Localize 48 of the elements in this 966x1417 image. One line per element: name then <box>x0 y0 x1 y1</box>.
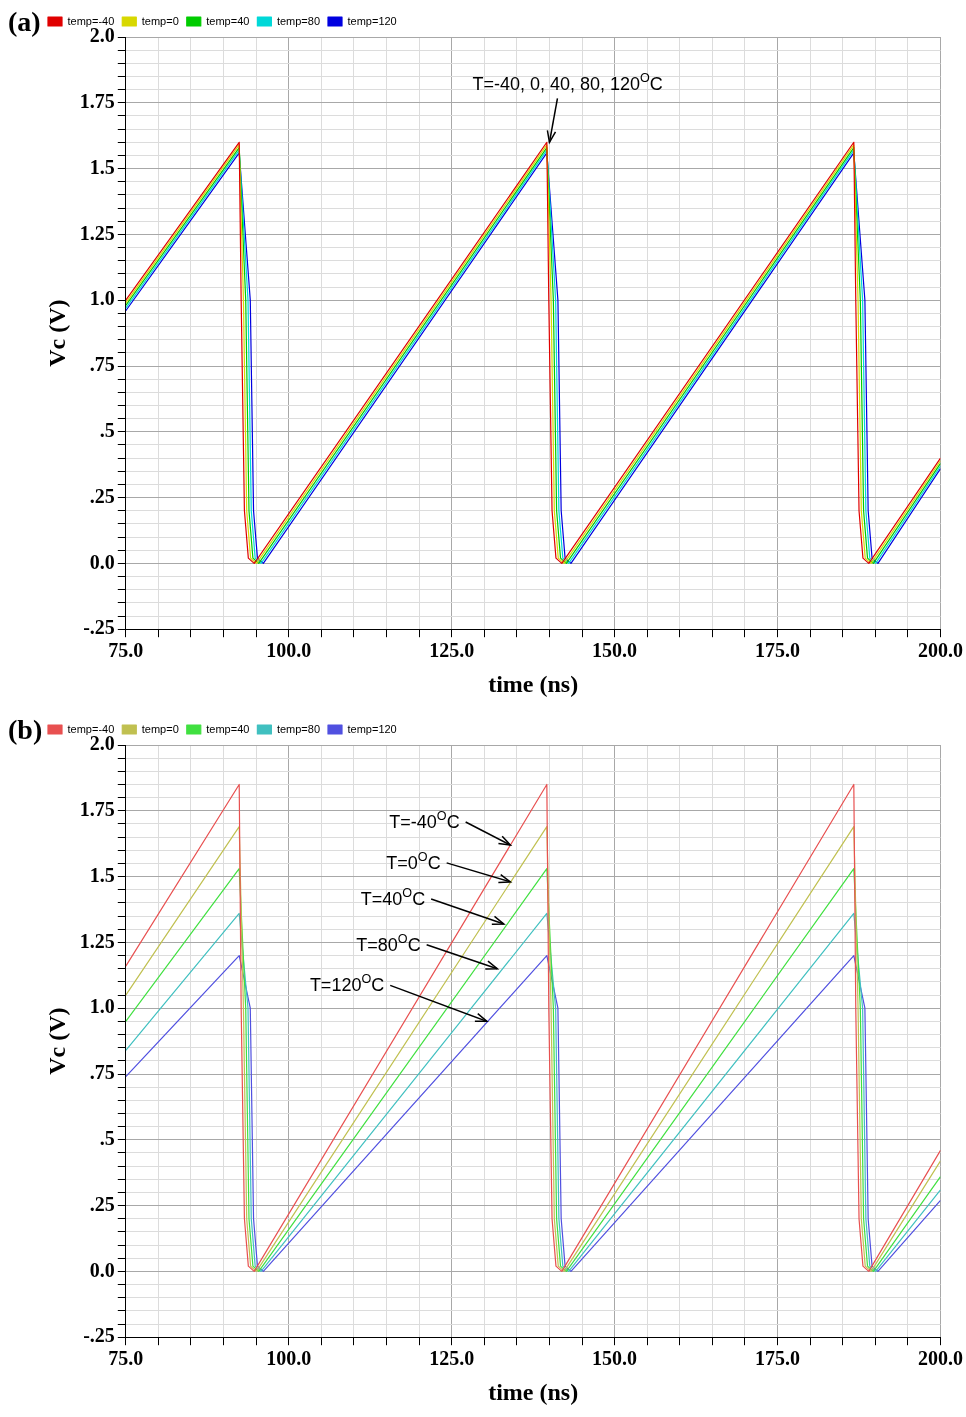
y-tick-label: .25 <box>89 484 115 507</box>
x-tick-label: 200.0 <box>918 639 963 662</box>
y-tick-label: 2.0 <box>89 732 115 755</box>
chart-title: (b) <box>8 714 43 746</box>
y-tick-label: 1.25 <box>79 221 115 244</box>
y-tick-label: .5 <box>99 418 115 441</box>
x-tick-label: 200.0 <box>918 1347 963 1370</box>
x-tick-label: 75.0 <box>108 639 144 662</box>
y-tick-label: .5 <box>99 1126 115 1149</box>
x-tick-label: 75.0 <box>108 1347 144 1370</box>
legend-label: temp=40 <box>206 722 250 735</box>
x-tick-label: 100.0 <box>266 639 312 662</box>
x-tick-label: 175.0 <box>755 639 801 662</box>
x-tick-label: 175.0 <box>755 1347 801 1370</box>
y-tick-label: 0.0 <box>89 1258 115 1281</box>
y-tick-label: 2.0 <box>89 24 115 47</box>
legend-label: temp=80 <box>276 14 321 27</box>
y-tick-label: 1.5 <box>89 863 115 886</box>
legend-label: temp=0 <box>141 722 179 735</box>
y-tick-label: 1.75 <box>79 797 115 820</box>
x-tick-label: 125.0 <box>429 639 475 662</box>
y-tick-label: 1.25 <box>79 929 115 952</box>
legend-label: temp=80 <box>276 722 321 735</box>
legend-label: temp=-40 <box>67 722 115 735</box>
y-tick-label: -.25 <box>83 1324 115 1347</box>
y-tick-label: 0.0 <box>89 550 115 573</box>
x-axis-title: time (ns) <box>488 1378 579 1405</box>
legend-label: temp=120 <box>347 14 397 27</box>
y-tick-label: .75 <box>89 353 115 376</box>
legend-label: temp=40 <box>206 14 250 27</box>
y-tick-label: 1.75 <box>79 89 115 112</box>
chart-title: (a) <box>8 6 41 38</box>
y-axis-title: Vc (V) <box>43 299 70 367</box>
x-axis-title: time (ns) <box>488 670 579 697</box>
y-tick-label: 1.0 <box>89 995 115 1018</box>
y-tick-label: -.25 <box>83 616 115 639</box>
x-tick-label: 150.0 <box>592 1347 638 1370</box>
x-tick-label: 125.0 <box>429 1347 475 1370</box>
legend-label: temp=120 <box>347 722 397 735</box>
y-tick-label: 1.0 <box>89 287 115 310</box>
y-tick-label: .75 <box>89 1061 115 1084</box>
y-tick-label: .25 <box>89 1192 115 1215</box>
y-axis-title: Vc (V) <box>43 1007 70 1075</box>
y-tick-label: 1.5 <box>89 155 115 178</box>
legend-label: temp=-40 <box>67 14 115 27</box>
legend-label: temp=0 <box>141 14 179 27</box>
x-tick-label: 150.0 <box>592 639 638 662</box>
x-tick-label: 100.0 <box>266 1347 312 1370</box>
